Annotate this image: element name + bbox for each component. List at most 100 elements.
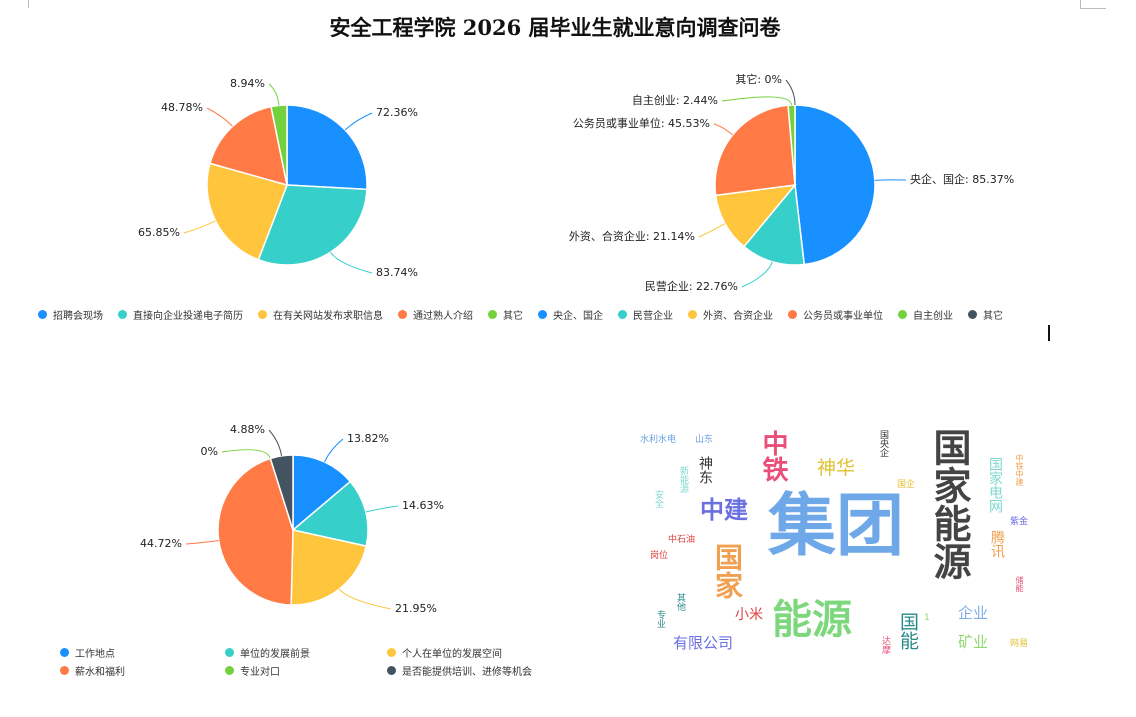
- label-leader-line: [183, 220, 216, 234]
- word-cloud-word: 中铁: [758, 430, 788, 482]
- legend-label: 公务员或事业单位: [803, 311, 883, 322]
- pie-slice[interactable]: [290, 529, 368, 606]
- legend-item[interactable]: 其它: [968, 307, 1003, 322]
- legend-label: 外资、合资企业: [703, 311, 773, 322]
- pie-data-label: 65.85%: [138, 226, 180, 239]
- pie-slice[interactable]: [794, 104, 876, 266]
- pie-slice[interactable]: [286, 104, 368, 191]
- legend-item[interactable]: 工作地点: [60, 645, 225, 660]
- legend-dot-icon: [225, 666, 234, 675]
- legend-dot-icon: [225, 648, 234, 657]
- word-cloud-word: 神东: [697, 456, 713, 484]
- pie-slice[interactable]: [742, 183, 806, 266]
- legend-label: 其它: [503, 311, 523, 322]
- legend-item[interactable]: 外资、合资企业: [688, 307, 773, 322]
- legend-label: 自主创业: [913, 311, 953, 322]
- legend-dot-icon: [118, 310, 127, 319]
- legend-item[interactable]: 央企、国企: [538, 307, 603, 322]
- word-cloud-word: 岗位: [650, 551, 669, 561]
- word-cloud-word: 1: [924, 613, 930, 623]
- legend-dot-icon: [60, 648, 69, 657]
- pie-data-label: 其它: 0%: [735, 72, 782, 86]
- legend-label: 薪水和福利: [75, 667, 125, 678]
- word-cloud-word: 有限公司: [673, 634, 734, 652]
- legend-dot-icon: [788, 310, 797, 319]
- pie-slice[interactable]: [217, 457, 294, 606]
- pie-slice[interactable]: [714, 184, 797, 248]
- legend-label: 民营企业: [633, 311, 673, 322]
- legend-dot-icon: [387, 648, 396, 657]
- word-cloud-word: 山东: [695, 435, 714, 445]
- word-cloud-word: 专业: [655, 610, 665, 628]
- legend-label: 是否能提供培训、进修等机会: [402, 667, 532, 678]
- word-cloud-word: 中建: [700, 496, 748, 524]
- word-cloud-word: 中石油: [668, 535, 696, 545]
- legend-label: 直接向企业投递电子简历: [133, 311, 243, 322]
- pie-slice[interactable]: [714, 104, 796, 197]
- label-leader-line: [324, 438, 344, 463]
- legend-pie-3: 工作地点 单位的发展前景 个人在单位的发展空间薪水和福利 专业对口 是否能提供培训、进修…: [60, 645, 587, 678]
- legend-item[interactable]: 民营企业: [618, 307, 673, 322]
- legend-item[interactable]: 直接向企业投递电子简历: [118, 307, 243, 322]
- legend-label: 专业对口: [240, 667, 280, 678]
- legend-item[interactable]: 招聘会现场: [38, 307, 103, 322]
- legend-label: 在有关网站发布求职信息: [273, 311, 383, 322]
- legend-item[interactable]: 专业对口: [225, 663, 387, 678]
- legend-top: 招聘会现场 直接向企业投递电子简历 在有关网站发布求职信息 通过熟人介绍 其它 央企、国企…: [38, 307, 1018, 322]
- word-cloud-word: 国家能源: [927, 428, 971, 580]
- label-leader-line: [698, 223, 726, 238]
- legend-dot-icon: [258, 310, 267, 319]
- pie-data-label: 72.36%: [376, 106, 418, 119]
- word-cloud-word: 网易: [1010, 639, 1029, 649]
- label-leader-line: [338, 588, 392, 610]
- pie-data-label: 14.63%: [402, 499, 444, 512]
- legend-item[interactable]: 公务员或事业单位: [788, 307, 883, 322]
- pie-slice[interactable]: [206, 162, 288, 261]
- legend-dot-icon: [618, 310, 627, 319]
- legend-item[interactable]: 其它: [488, 307, 523, 322]
- word-cloud-word: 国央企: [878, 430, 888, 457]
- word-cloud-word: 达摩: [880, 636, 890, 654]
- word-cloud-word: 安全: [653, 490, 663, 508]
- pie-data-label: 0%: [201, 445, 218, 458]
- legend-dot-icon: [38, 310, 47, 319]
- legend-label: 其它: [983, 311, 1003, 322]
- word-cloud-word: 矿业: [958, 633, 989, 651]
- pie-data-label: 48.78%: [161, 101, 203, 114]
- word-cloud-word: 国企: [897, 480, 916, 490]
- pie-data-label: 民营企业: 22.76%: [645, 279, 738, 293]
- label-leader-line: [185, 540, 219, 545]
- pie-data-label: 公务员或事业单位: 45.53%: [573, 116, 710, 130]
- pie-data-label: 央企、国企: 85.37%: [910, 172, 1014, 186]
- label-leader-line: [330, 251, 373, 274]
- page-title: 安全工程学院 2026 届毕业生就业意向调查问卷: [329, 15, 781, 40]
- legend-dot-icon: [538, 310, 547, 319]
- pie-slice[interactable]: [292, 454, 352, 532]
- legend-label: 个人在单位的发展空间: [402, 649, 502, 660]
- legend-item[interactable]: 个人在单位的发展空间: [387, 645, 587, 660]
- legend-label: 央企、国企: [553, 311, 603, 322]
- legend-item[interactable]: 单位的发展前景: [225, 645, 387, 660]
- legend-item[interactable]: 自主创业: [898, 307, 953, 322]
- legend-dot-icon: [688, 310, 697, 319]
- text-cursor: [1048, 325, 1050, 341]
- pie-data-label: 自主创业: 2.44%: [632, 94, 718, 107]
- pie-data-label: 外资、合资企业: 21.14%: [569, 229, 695, 243]
- legend-dot-icon: [898, 310, 907, 319]
- pie-slice[interactable]: [257, 184, 368, 266]
- label-leader-line: [874, 179, 907, 181]
- word-cloud-word: 国家电网: [987, 457, 1003, 513]
- word-cloud-word: 水利水电: [640, 435, 677, 445]
- label-leader-line: [785, 79, 796, 106]
- pie-data-label: 21.95%: [395, 602, 437, 615]
- legend-item[interactable]: 是否能提供培训、进修等机会: [387, 663, 587, 678]
- legend-item[interactable]: 在有关网站发布求职信息: [258, 307, 383, 322]
- legend-item[interactable]: 薪水和福利: [60, 663, 225, 678]
- pie-data-label: 83.74%: [376, 266, 418, 279]
- legend-item[interactable]: 通过熟人介绍: [398, 307, 473, 322]
- word-cloud-word: 企业: [958, 604, 989, 622]
- legend-dot-icon: [968, 310, 977, 319]
- corner-mark: [28, 0, 29, 8]
